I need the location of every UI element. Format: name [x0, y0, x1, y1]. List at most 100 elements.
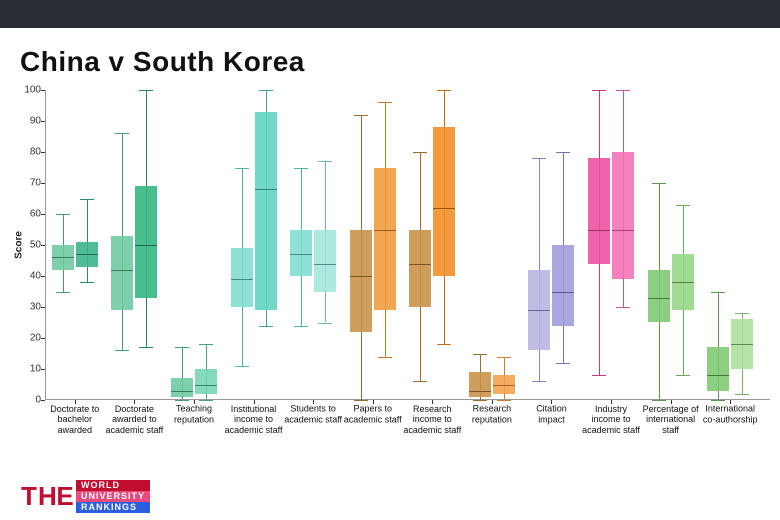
category-label: Institutional income to academic staff: [225, 404, 283, 435]
whisker-cap: [735, 394, 749, 395]
logo-university: UNIVERSITY: [76, 491, 150, 502]
box: [648, 270, 670, 323]
y-tick: [41, 338, 45, 339]
whisker-cap: [532, 381, 546, 382]
whisker-cap: [711, 292, 725, 293]
category-label: Doctorate to bachelor awarded: [46, 404, 104, 435]
whisker-cap: [652, 400, 666, 401]
whisker-cap: [616, 307, 630, 308]
y-tick-label: 50: [15, 240, 41, 251]
y-tick: [41, 183, 45, 184]
logo-rankings: RANKINGS: [76, 502, 150, 513]
median-line: [374, 230, 396, 231]
median-line: [552, 292, 574, 293]
median-line: [76, 254, 98, 255]
median-line: [731, 344, 753, 345]
y-tick-label: 40: [15, 271, 41, 282]
whisker-cap: [473, 354, 487, 355]
page-title: China v South Korea: [20, 46, 305, 78]
whisker-cap: [497, 357, 511, 358]
whisker-cap: [616, 90, 630, 91]
box: [588, 158, 610, 263]
whisker-cap: [378, 102, 392, 103]
boxplot-chart: Score 0102030405060708090100Doctorate to…: [45, 90, 760, 400]
whisker-cap: [199, 344, 213, 345]
median-line: [588, 230, 610, 231]
category-label: Papers to academic staff: [344, 404, 402, 425]
whisker: [87, 199, 88, 283]
whisker-cap: [711, 400, 725, 401]
y-tick-label: 80: [15, 147, 41, 158]
median-line: [314, 264, 336, 265]
y-tick-label: 0: [15, 395, 41, 406]
whisker-cap: [413, 152, 427, 153]
whisker-cap: [56, 214, 70, 215]
median-line: [612, 230, 634, 231]
y-tick-label: 10: [15, 364, 41, 375]
whisker-cap: [259, 326, 273, 327]
whisker-cap: [235, 168, 249, 169]
box: [195, 369, 217, 394]
whisker-cap: [592, 375, 606, 376]
box: [433, 127, 455, 276]
the-rankings-logo: THE WORLD UNIVERSITY RANKINGS: [20, 480, 150, 512]
median-line: [231, 279, 253, 280]
median-line: [469, 391, 491, 392]
whisker-cap: [259, 90, 273, 91]
median-line: [290, 254, 312, 255]
median-line: [111, 270, 133, 271]
whisker-cap: [556, 152, 570, 153]
whisker-cap: [354, 115, 368, 116]
whisker-cap: [676, 375, 690, 376]
box: [111, 236, 133, 310]
y-tick-label: 100: [15, 85, 41, 96]
median-line: [195, 385, 217, 386]
median-line: [528, 310, 550, 311]
whisker-cap: [115, 133, 129, 134]
page-frame: China v South Korea Score 01020304050607…: [0, 0, 780, 520]
y-tick: [41, 369, 45, 370]
whisker-cap: [56, 292, 70, 293]
box: [255, 112, 277, 310]
y-tick-label: 30: [15, 302, 41, 313]
whisker-cap: [139, 90, 153, 91]
box: [612, 152, 634, 279]
y-tick: [41, 276, 45, 277]
box: [552, 245, 574, 326]
whisker-cap: [497, 400, 511, 401]
logo-the-letter: T: [20, 480, 38, 512]
box: [469, 372, 491, 397]
median-line: [255, 189, 277, 190]
box: [350, 230, 372, 332]
y-axis-line: [45, 90, 46, 400]
whisker-cap: [199, 400, 213, 401]
whisker-cap: [437, 344, 451, 345]
box: [171, 378, 193, 397]
whisker-cap: [294, 168, 308, 169]
whisker-cap: [175, 400, 189, 401]
whisker-cap: [80, 199, 94, 200]
y-tick: [41, 121, 45, 122]
logo-the-letter: E: [56, 480, 74, 512]
category-label: Percentage of international staff: [642, 404, 700, 435]
y-tick: [41, 214, 45, 215]
box: [314, 230, 336, 292]
whisker-cap: [532, 158, 546, 159]
category-label: Doctorate awarded to academic staff: [105, 404, 163, 435]
median-line: [433, 208, 455, 209]
box: [374, 168, 396, 311]
median-line: [171, 391, 193, 392]
whisker-cap: [318, 161, 332, 162]
logo-the-letter: H: [38, 480, 56, 512]
box: [707, 347, 729, 390]
category-label: Students to academic staff: [284, 404, 342, 425]
median-line: [707, 375, 729, 376]
whisker-cap: [652, 183, 666, 184]
whisker-cap: [235, 366, 249, 367]
whisker-cap: [294, 326, 308, 327]
box: [290, 230, 312, 277]
category-label: International co-authorship: [701, 404, 759, 425]
whisker-cap: [437, 90, 451, 91]
y-tick-label: 70: [15, 178, 41, 189]
top-bar: [0, 0, 780, 28]
